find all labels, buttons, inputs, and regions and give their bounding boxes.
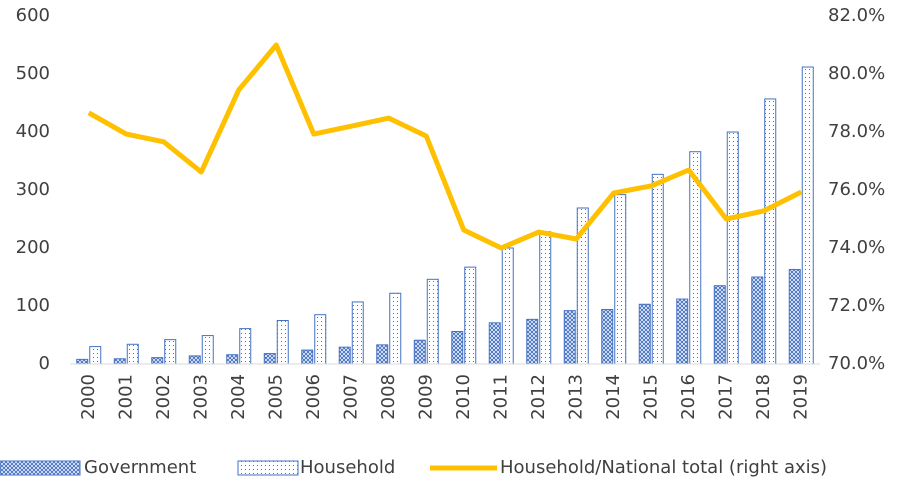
bar: [314, 314, 327, 365]
bar: [89, 346, 102, 365]
bar: [426, 278, 439, 365]
bar: [201, 335, 214, 365]
legend-swatch: [0, 460, 81, 476]
bar: [638, 303, 651, 365]
bar: [376, 344, 389, 365]
x-tick-label: 2008: [378, 374, 399, 420]
bar: [301, 349, 314, 365]
bar: [413, 339, 426, 365]
bar: [501, 247, 514, 365]
x-tick-label: 2005: [265, 374, 286, 420]
bar: [76, 358, 89, 365]
bar: [563, 310, 576, 365]
bar: [601, 308, 614, 365]
y2-tick-label: 70.0%: [828, 353, 885, 374]
bar: [764, 98, 777, 365]
x-tick-label: 2002: [153, 374, 174, 420]
bar: [389, 292, 402, 365]
bar: [751, 276, 764, 365]
bar: [188, 355, 201, 365]
bar: [351, 301, 364, 365]
line: [87, 42, 803, 251]
bar: [464, 266, 477, 365]
y-tick-label: 200: [16, 237, 50, 258]
y2-tick-label: 76.0%: [828, 179, 885, 200]
bar: [276, 320, 289, 365]
x-tick-label: 2001: [115, 374, 136, 420]
bar: [539, 231, 552, 365]
y-tick-label: 100: [16, 295, 50, 316]
bar: [338, 346, 351, 365]
bar: [651, 173, 664, 365]
x-tick-label: 2010: [453, 374, 474, 420]
x-tick-label: 2013: [565, 374, 586, 420]
bar: [713, 285, 726, 365]
y-tick-label: 300: [16, 179, 50, 200]
x-tick-label: 2011: [490, 374, 511, 420]
bar: [126, 343, 139, 365]
bar: [614, 194, 627, 365]
y2-tick-label: 72.0%: [828, 295, 885, 316]
bar: [451, 331, 464, 365]
bar: [526, 318, 539, 365]
bar: [239, 328, 252, 365]
bar: [676, 298, 689, 365]
bar: [263, 353, 276, 365]
y-tick-label: 400: [16, 121, 50, 142]
bar: [788, 268, 801, 365]
x-tick-label: 2012: [528, 374, 549, 420]
bar: [151, 357, 164, 365]
y2-tick-label: 74.0%: [828, 237, 885, 258]
x-tick-label: 2014: [603, 374, 624, 420]
y-tick-label: 0: [39, 353, 50, 374]
x-tick-label: 2009: [415, 374, 436, 420]
x-tick-label: 2004: [228, 374, 249, 420]
x-tick-label: 2018: [753, 374, 774, 420]
bar: [801, 66, 814, 365]
legend-label: Household/National total (right axis): [500, 457, 827, 478]
legend-label: Government: [84, 457, 196, 478]
y-tick-label: 600: [16, 5, 50, 26]
bar: [113, 358, 126, 365]
x-tick-label: 2000: [78, 374, 99, 420]
legend-label: Household: [300, 457, 395, 478]
x-tick-label: 2016: [678, 374, 699, 420]
x-tick-label: 2017: [715, 374, 736, 420]
bar: [164, 339, 177, 365]
legend-swatch: [237, 460, 299, 476]
y2-tick-label: 82.0%: [828, 5, 885, 26]
bar: [226, 354, 239, 365]
bar: [726, 131, 739, 365]
x-tick-label: 2006: [303, 374, 324, 420]
y2-tick-label: 80.0%: [828, 63, 885, 84]
x-tick-label: 2019: [790, 374, 811, 420]
y2-tick-label: 78.0%: [828, 121, 885, 142]
bar: [488, 322, 501, 365]
x-tick-label: 2015: [640, 374, 661, 420]
y-tick-label: 500: [16, 63, 50, 84]
x-tick-label: 2007: [340, 374, 361, 420]
x-tick-label: 2003: [190, 374, 211, 420]
